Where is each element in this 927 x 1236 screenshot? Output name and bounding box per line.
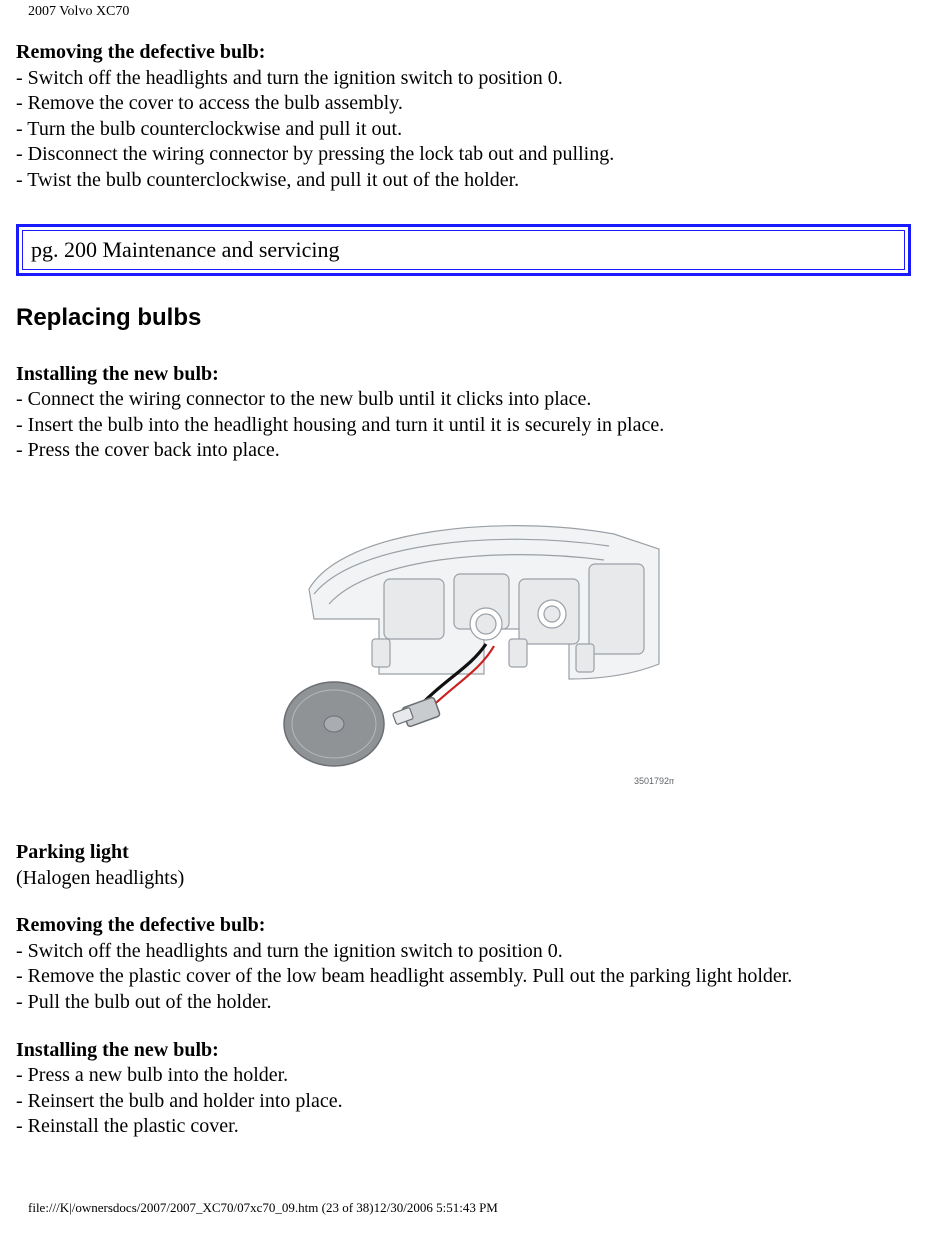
section-title-parking-light: Parking light — [16, 840, 911, 866]
step-line: - Disconnect the wiring connector by pre… — [16, 142, 911, 168]
step-line: - Reinsert the bulb and holder into plac… — [16, 1089, 911, 1115]
step-line: - Press a new bulb into the holder. — [16, 1063, 911, 1089]
section-title-removing-2: Removing the defective bulb: — [16, 913, 911, 939]
step-line: - Reinstall the plastic cover. — [16, 1114, 911, 1140]
section-title-installing-2: Installing the new bulb: — [16, 1038, 911, 1064]
heading-replacing-bulbs: Replacing bulbs — [16, 304, 911, 332]
step-line: - Twist the bulb counterclockwise, and p… — [16, 168, 911, 194]
step-line: - Insert the bulb into the headlight hou… — [16, 413, 911, 439]
step-line: - Remove the plastic cover of the low be… — [16, 964, 911, 990]
document-header: 2007 Volvo XC70 — [28, 4, 911, 20]
page-banner: pg. 200 Maintenance and servicing — [16, 224, 911, 276]
headlight-diagram: 3501792m — [16, 494, 911, 800]
page-banner-text: pg. 200 Maintenance and servicing — [22, 230, 905, 270]
figure-caption-id: 3501792m — [634, 776, 674, 786]
section-subtitle-halogen: (Halogen headlights) — [16, 866, 911, 892]
step-line: - Connect the wiring connector to the ne… — [16, 387, 911, 413]
step-line: - Turn the bulb counterclockwise and pul… — [16, 117, 911, 143]
step-line: - Switch off the headlights and turn the… — [16, 939, 911, 965]
step-line: - Press the cover back into place. — [16, 438, 911, 464]
step-line: - Pull the bulb out of the holder. — [16, 990, 911, 1016]
step-line: - Remove the cover to access the bulb as… — [16, 91, 911, 117]
section-title-installing-1: Installing the new bulb: — [16, 362, 911, 388]
step-line: - Switch off the headlights and turn the… — [16, 66, 911, 92]
section-title-removing-1: Removing the defective bulb: — [16, 40, 911, 66]
document-footer: file:///K|/ownersdocs/2007/2007_XC70/07x… — [28, 1200, 911, 1216]
